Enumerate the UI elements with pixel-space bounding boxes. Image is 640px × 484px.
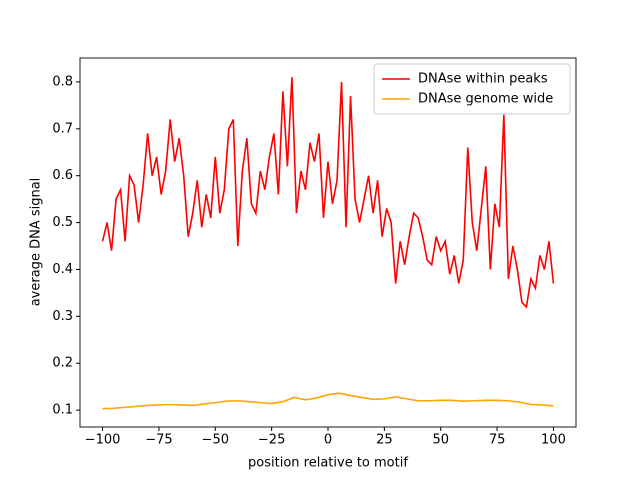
y-tick-label: 0.7 xyxy=(52,121,73,136)
y-tick-label: 0.3 xyxy=(52,309,73,324)
data-line xyxy=(102,392,554,410)
x-tick-label: 75 xyxy=(489,433,506,448)
x-tick-label: 0 xyxy=(324,433,332,448)
plot-frame xyxy=(79,57,577,428)
x-tick-label: −100 xyxy=(85,433,121,448)
legend-label: DNAse genome wide xyxy=(418,92,553,107)
x-tick-label: −50 xyxy=(202,433,229,448)
y-tick-label: 0.5 xyxy=(52,215,73,230)
y-tick-label: 0.1 xyxy=(52,403,73,418)
y-axis-label: average DNA signal xyxy=(29,178,44,307)
legend-box xyxy=(373,63,571,115)
legend-label: DNAse within peaks xyxy=(418,72,548,87)
y-tick-label: 0.6 xyxy=(52,168,73,183)
x-tick-label: 100 xyxy=(541,433,566,448)
x-tick-label: −25 xyxy=(258,433,285,448)
y-tick-label: 0.2 xyxy=(52,356,73,371)
x-tick-label: 25 xyxy=(376,433,393,448)
x-tick-label: 50 xyxy=(432,433,449,448)
x-tick-label: −75 xyxy=(145,433,172,448)
x-axis-label: position relative to motif xyxy=(248,456,408,471)
data-line xyxy=(101,77,555,309)
y-tick-label: 0.4 xyxy=(52,262,73,277)
y-tick-label: 0.8 xyxy=(52,74,73,89)
